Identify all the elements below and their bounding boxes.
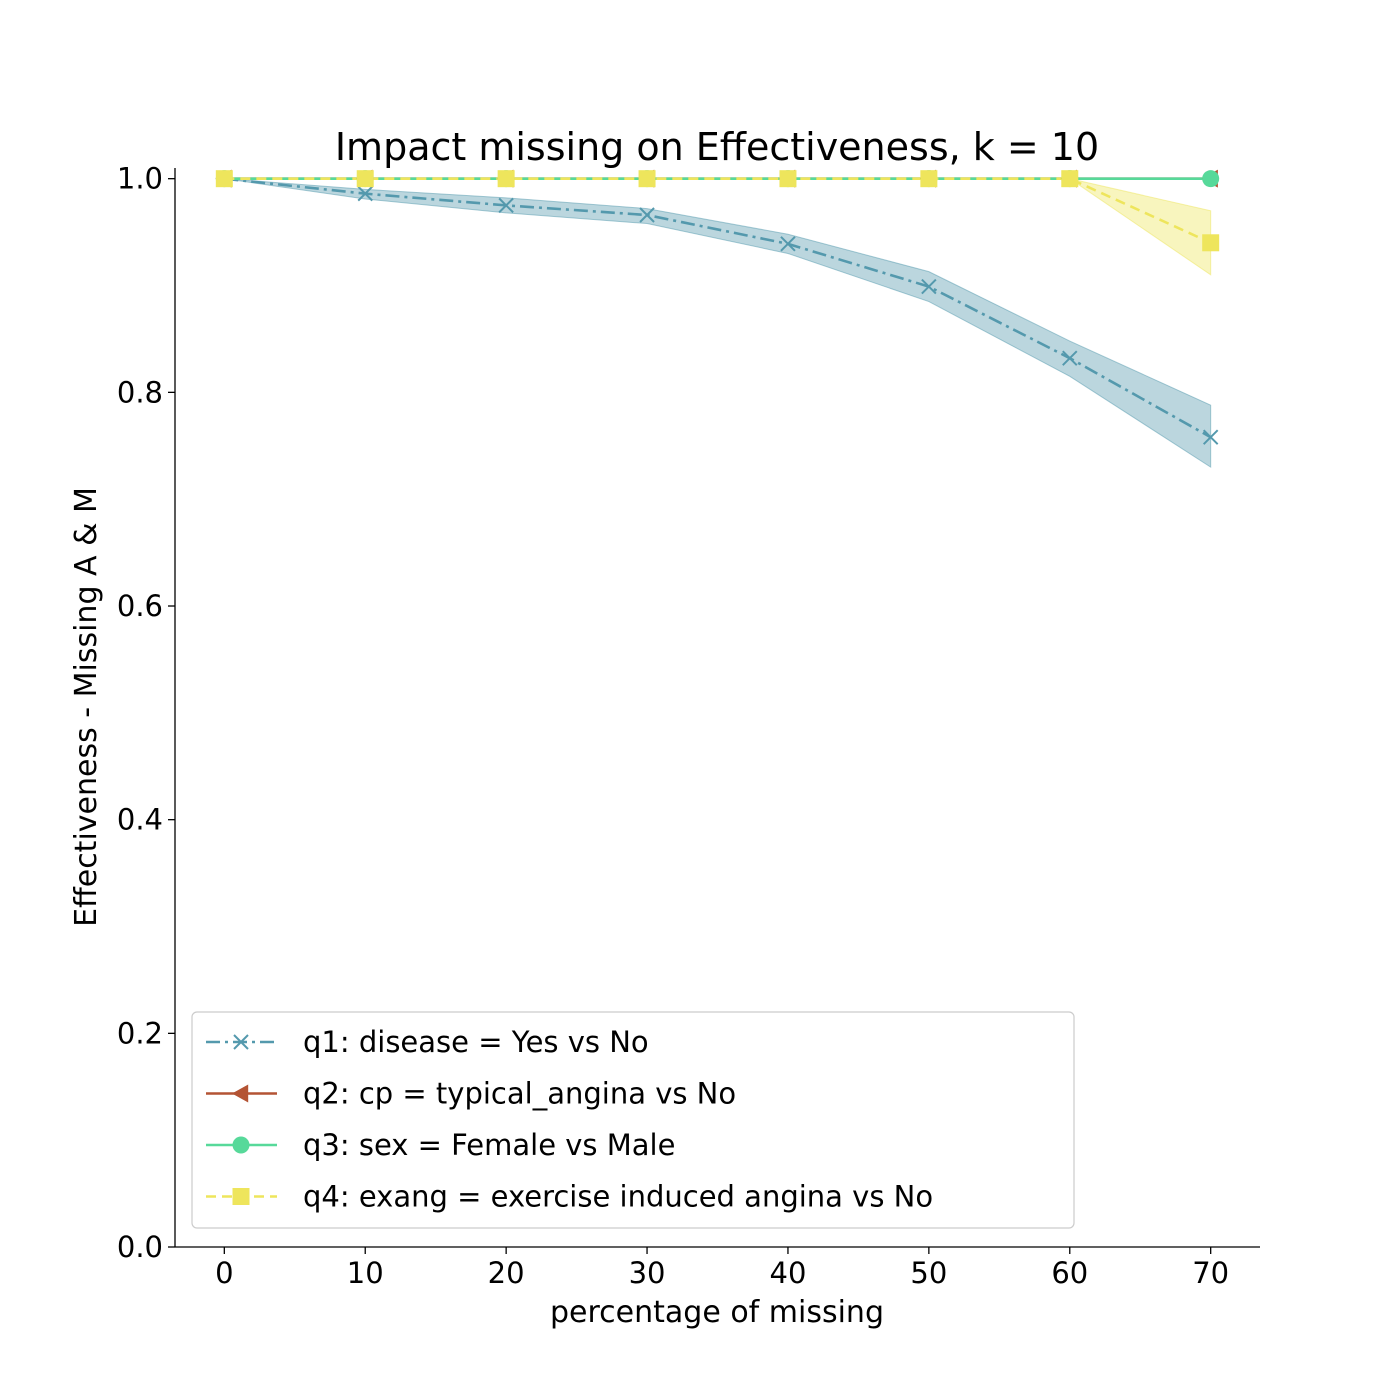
series-4-point xyxy=(215,170,233,188)
series-1-point xyxy=(780,236,796,252)
x-tick-label: 40 xyxy=(770,1256,807,1290)
series-3-point xyxy=(1202,170,1220,188)
legend-label-3: q3: sex = Female vs Male xyxy=(303,1128,675,1162)
y-tick-label: 1.0 xyxy=(117,162,163,196)
series-1-point xyxy=(1202,429,1219,445)
legend-marker-2 xyxy=(232,1084,249,1103)
legend-frame xyxy=(191,1011,1075,1229)
x-tick-label: 10 xyxy=(347,1256,384,1290)
series-4-point xyxy=(1061,170,1079,188)
series-1-point xyxy=(1062,350,1078,366)
y-axis-label: Effectiveness - Missing A & M xyxy=(69,487,104,927)
series-4-point xyxy=(1202,234,1220,252)
series-1-line xyxy=(224,177,1212,439)
x-tick-label: 30 xyxy=(629,1256,666,1290)
series-1-point xyxy=(357,185,373,202)
legend-marker-3 xyxy=(232,1136,250,1154)
series-1-point xyxy=(921,278,937,295)
series-4-point xyxy=(497,170,515,188)
series-1-band xyxy=(224,178,1212,469)
legend-marker-4 xyxy=(232,1188,250,1205)
series-4-point xyxy=(920,170,938,188)
x-axis-label: percentage of missing xyxy=(550,1295,884,1330)
x-tick-label: 0 xyxy=(215,1256,233,1290)
legend: q1: disease = Yes vs No q2: cp = typical_… xyxy=(191,1011,1075,1229)
series-4-point xyxy=(779,170,797,188)
x-ticks: 0 10 20 30 40 50 60 70 xyxy=(215,1247,1229,1290)
series-1-point xyxy=(639,207,655,223)
axes xyxy=(174,168,1260,1248)
legend-marker-1 xyxy=(233,1034,249,1050)
series-4-line xyxy=(224,177,1212,244)
legend-label-1: q1: disease = Yes vs No xyxy=(303,1025,649,1059)
y-tick-label: 0.8 xyxy=(117,375,163,409)
x-tick-label: 70 xyxy=(1192,1256,1229,1290)
confidence-bands xyxy=(224,178,1212,469)
x-tick-label: 20 xyxy=(488,1256,525,1290)
series-1-point xyxy=(498,197,514,214)
series-4-point xyxy=(638,170,656,188)
series-4-point xyxy=(356,170,374,188)
x-tick-label: 60 xyxy=(1051,1256,1088,1290)
y-tick-label: 0.0 xyxy=(117,1230,163,1264)
legend-label-2: q2: cp = typical_angina vs No xyxy=(303,1077,736,1111)
x-tick-label: 50 xyxy=(910,1256,947,1290)
series-lines xyxy=(224,177,1212,439)
series-markers xyxy=(215,169,1220,445)
chart-title: Impact missing on Effectiveness, k = 10 xyxy=(335,125,1099,169)
y-tick-label: 0.6 xyxy=(117,589,163,623)
y-tick-label: 0.4 xyxy=(117,803,163,837)
legend-label-4: q4: exang = exercise induced angina vs N… xyxy=(303,1180,933,1214)
y-ticks: 0.0 0.2 0.4 0.6 0.8 1.0 xyxy=(117,162,175,1264)
y-tick-label: 0.2 xyxy=(117,1016,163,1050)
